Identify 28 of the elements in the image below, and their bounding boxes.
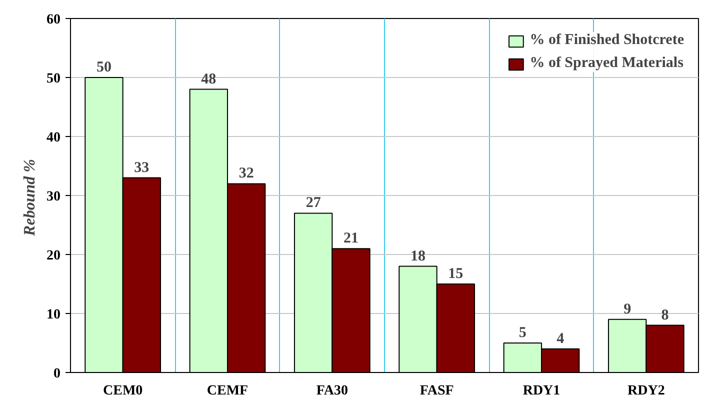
y-tick-label: 50	[46, 72, 60, 86]
y-axis-title: Rebound %	[22, 159, 38, 237]
data-label: 27	[306, 195, 322, 212]
legend-label: % of Finished Shotcrete	[530, 32, 684, 49]
x-tick-label: RDY1	[522, 384, 560, 398]
data-label: 8	[661, 307, 669, 324]
x-tick-label: RDY2	[628, 384, 665, 398]
data-label: 21	[344, 230, 359, 247]
x-tick-label: CEMF	[206, 384, 248, 398]
x-tick-label: FA30	[316, 384, 348, 398]
legend-label: % of Sprayed Materials	[530, 55, 684, 72]
data-label: 50	[96, 60, 112, 76]
x-tick-label: CEM0	[103, 384, 143, 398]
y-tick-label: 60	[46, 12, 60, 28]
data-label: 33	[134, 160, 150, 176]
data-label: 48	[201, 71, 216, 88]
data-label: 18	[410, 248, 426, 264]
y-tick-label: 20	[46, 248, 60, 264]
data-label: 5	[518, 325, 526, 341]
data-label: 32	[238, 166, 254, 182]
data-label: 9	[624, 301, 632, 318]
y-tick-label: 0	[54, 366, 60, 382]
y-tick-label: 40	[46, 130, 60, 146]
x-tick-label: FASF	[420, 384, 454, 398]
y-tick-label: 10	[46, 308, 60, 322]
y-tick-label: 30	[46, 190, 60, 204]
data-label: 4	[556, 330, 565, 347]
data-label: 15	[448, 266, 464, 282]
